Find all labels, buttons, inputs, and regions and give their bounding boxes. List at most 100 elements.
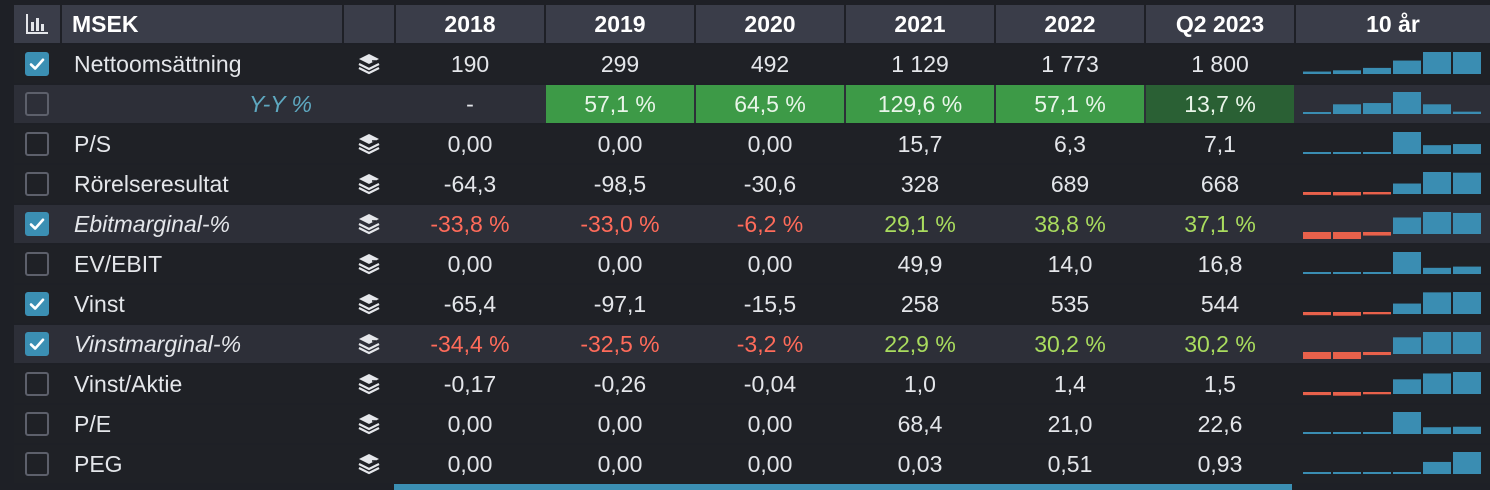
year-header[interactable]: 2022 — [996, 5, 1144, 43]
sparkline-bar — [1303, 112, 1331, 114]
row-checkbox[interactable] — [25, 92, 49, 116]
year-header[interactable]: 2018 — [396, 5, 544, 43]
sparkline-cell — [1296, 245, 1490, 283]
table-row[interactable]: Rörelseresultat -64,3 -98,5 -30,6 328 689 668 — [14, 165, 1490, 203]
table-row[interactable]: Y-Y % -57,1 % 64,5 % 129,6 % 57,1 % 13,7 % — [14, 85, 1490, 123]
checkmark-icon — [29, 298, 45, 310]
horizontal-scrollbar[interactable] — [394, 484, 1292, 490]
sparkline-chart — [1303, 412, 1481, 434]
row-icon-cell — [344, 365, 394, 403]
table-row[interactable]: P/E 0,00 0,00 0,00 68,4 21,0 22,6 — [14, 405, 1490, 443]
layers-icon[interactable] — [356, 52, 382, 76]
row-label: Rörelseresultat — [74, 170, 229, 197]
table-row[interactable]: Ebitmarginal-% -33,8 % -33,0 % -6,2 % 29,1 %… — [14, 205, 1490, 243]
row-checkbox[interactable] — [25, 252, 49, 276]
row-checkbox-cell — [14, 285, 60, 323]
value-cell: 0,00 — [747, 450, 793, 477]
value-cell: 0,93 — [1197, 450, 1243, 477]
bar-chart-icon[interactable] — [24, 12, 50, 36]
sparkline-bar — [1363, 352, 1391, 356]
year-header[interactable]: Q2 2023 — [1146, 5, 1294, 43]
sparkline-bar — [1423, 427, 1451, 434]
row-checkbox[interactable] — [25, 412, 49, 436]
sparkline-chart — [1303, 212, 1481, 239]
sparkline-cell — [1296, 365, 1490, 403]
sparkline-bar — [1363, 312, 1391, 315]
checkmark-icon — [29, 58, 45, 70]
sparkline-bar — [1333, 312, 1361, 316]
table-row[interactable]: P/S 0,00 0,00 0,00 15,7 6,3 7,1 — [14, 125, 1490, 163]
table-header: MSEK 2018 2019 2020 2021 2022 Q2 2023 10… — [14, 5, 1490, 43]
row-checkbox[interactable] — [25, 212, 49, 236]
value-cell: 57,1 % — [996, 85, 1144, 123]
row-checkbox[interactable] — [25, 132, 49, 156]
table-row[interactable]: Vinstmarginal-% -34,4 % -32,5 % -3,2 % 22,9 … — [14, 325, 1490, 363]
row-checkbox[interactable] — [25, 332, 49, 356]
sparkline-cell — [1296, 325, 1490, 363]
value-cell: -30,6 — [743, 170, 797, 197]
layers-icon[interactable] — [356, 292, 382, 316]
sparkline-cell — [1296, 45, 1490, 83]
row-checkbox-cell — [14, 85, 60, 123]
layers-icon[interactable] — [356, 452, 382, 476]
row-checkbox-cell — [14, 165, 60, 203]
value-cell: 1,5 — [1204, 370, 1236, 397]
year-header[interactable]: 2020 — [696, 5, 844, 43]
value-cell: 0,00 — [597, 250, 643, 277]
sparkline-bar — [1363, 103, 1391, 114]
sparkline-bar — [1453, 292, 1481, 314]
year-header[interactable]: 2021 — [846, 5, 994, 43]
sparkline-bar — [1333, 232, 1361, 239]
row-icon-cell — [344, 85, 394, 123]
row-checkbox[interactable] — [25, 52, 49, 76]
value-cell: 299 — [600, 50, 640, 77]
layers-icon[interactable] — [356, 412, 382, 436]
value-cell: 0,00 — [447, 250, 493, 277]
value-cell: 258 — [900, 290, 940, 317]
row-checkbox[interactable] — [25, 172, 49, 196]
row-label: Ebitmarginal-% — [74, 210, 230, 237]
sparkline-bar — [1423, 267, 1451, 274]
sparkline-bar — [1393, 412, 1421, 434]
layers-icon[interactable] — [356, 172, 382, 196]
chart-toggle-cell[interactable] — [14, 5, 60, 43]
row-checkbox[interactable] — [25, 372, 49, 396]
value-cell: 328 — [900, 170, 940, 197]
layers-icon[interactable] — [356, 332, 382, 356]
sparkline-bar — [1453, 372, 1481, 394]
value-cell: 0,00 — [597, 130, 643, 157]
row-icon-cell — [344, 325, 394, 363]
table-row[interactable]: EV/EBIT 0,00 0,00 0,00 49,9 14,0 16,8 — [14, 245, 1490, 283]
layers-icon[interactable] — [356, 212, 382, 236]
sparkline-bar — [1303, 272, 1331, 274]
row-icon-cell — [344, 445, 394, 483]
table-row[interactable]: Vinst -65,4 -97,1 -15,5 258 535 544 — [14, 285, 1490, 323]
value-cell: 68,4 — [897, 410, 943, 437]
row-checkbox[interactable] — [25, 292, 49, 316]
year-header[interactable]: 2019 — [546, 5, 694, 43]
value-cell: 13,7 % — [1146, 85, 1294, 123]
layers-icon[interactable] — [356, 252, 382, 276]
row-label: PEG — [74, 450, 123, 477]
value-cell: 668 — [1200, 170, 1240, 197]
sparkline-bar — [1453, 111, 1481, 114]
layers-icon[interactable] — [356, 372, 382, 396]
sparkline-bar — [1333, 192, 1361, 196]
spark-header[interactable]: 10 år — [1296, 5, 1490, 43]
row-label: P/E — [74, 410, 112, 437]
row-label: Vinst — [74, 290, 125, 317]
sparkline-cell — [1296, 285, 1490, 323]
row-checkbox[interactable] — [25, 452, 49, 476]
table-row[interactable]: PEG 0,00 0,00 0,00 0,03 0,51 0,93 — [14, 445, 1490, 483]
value-cell: 30,2 % — [1034, 330, 1106, 357]
layers-icon[interactable] — [356, 132, 382, 156]
value-cell: 6,3 — [1054, 130, 1086, 157]
table-row[interactable]: Nettoomsättning 190 299 492 1 129 1 773 1 800 — [14, 45, 1490, 83]
sparkline-bar — [1363, 67, 1391, 74]
value-cell: 37,1 % — [1184, 210, 1256, 237]
value-cell: 544 — [1200, 290, 1240, 317]
value-cell: 0,00 — [447, 450, 493, 477]
table-row[interactable]: Vinst/Aktie -0,17 -0,26 -0,04 1,0 1,4 1,5 — [14, 365, 1490, 403]
key-figures-table: MSEK 2018 2019 2020 2021 2022 Q2 2023 10… — [14, 5, 1490, 485]
sparkline-bar — [1333, 472, 1361, 474]
